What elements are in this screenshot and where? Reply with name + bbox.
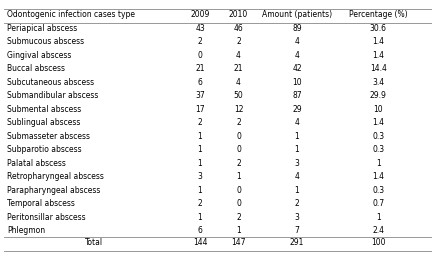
Text: Periapical abscess: Periapical abscess bbox=[7, 24, 77, 33]
Text: 4: 4 bbox=[295, 172, 300, 181]
Text: 21: 21 bbox=[195, 65, 205, 74]
Text: 1: 1 bbox=[198, 145, 202, 154]
Text: 1: 1 bbox=[236, 226, 241, 235]
Text: 4: 4 bbox=[295, 51, 300, 60]
Text: 1: 1 bbox=[376, 213, 381, 222]
Text: 4: 4 bbox=[295, 118, 300, 127]
Text: 2009: 2009 bbox=[191, 10, 210, 19]
Text: 21: 21 bbox=[234, 65, 243, 74]
Text: Amount (patients): Amount (patients) bbox=[262, 10, 332, 19]
Text: 291: 291 bbox=[290, 238, 304, 247]
Text: 10: 10 bbox=[373, 105, 383, 114]
Text: 4: 4 bbox=[236, 51, 241, 60]
Text: 1.4: 1.4 bbox=[372, 118, 384, 127]
Text: Sublingual abscess: Sublingual abscess bbox=[7, 118, 80, 127]
Text: 2: 2 bbox=[236, 159, 241, 168]
Text: 0.3: 0.3 bbox=[372, 186, 384, 195]
Text: Submasseter abscess: Submasseter abscess bbox=[7, 132, 90, 141]
Text: Submental abscess: Submental abscess bbox=[7, 105, 81, 114]
Text: 12: 12 bbox=[234, 105, 243, 114]
Text: 17: 17 bbox=[195, 105, 205, 114]
Text: 7: 7 bbox=[295, 226, 300, 235]
Text: 2: 2 bbox=[198, 118, 202, 127]
Text: 4: 4 bbox=[236, 78, 241, 87]
Text: 1: 1 bbox=[236, 172, 241, 181]
Text: 1: 1 bbox=[198, 213, 202, 222]
Text: 1.4: 1.4 bbox=[372, 38, 384, 47]
Text: 2: 2 bbox=[295, 199, 300, 208]
Text: Subcutaneous abscess: Subcutaneous abscess bbox=[7, 78, 94, 87]
Text: 100: 100 bbox=[371, 238, 385, 247]
Text: 3: 3 bbox=[295, 159, 300, 168]
Text: 147: 147 bbox=[231, 238, 246, 247]
Text: Temporal abscess: Temporal abscess bbox=[7, 199, 75, 208]
Text: 6: 6 bbox=[198, 78, 202, 87]
Text: 6: 6 bbox=[198, 226, 202, 235]
Text: 0: 0 bbox=[236, 145, 241, 154]
Text: 4: 4 bbox=[295, 38, 300, 47]
Text: 3: 3 bbox=[295, 213, 300, 222]
Text: Phlegmon: Phlegmon bbox=[7, 226, 45, 235]
Text: 50: 50 bbox=[234, 91, 243, 100]
Text: 1: 1 bbox=[198, 159, 202, 168]
Text: 1.4: 1.4 bbox=[372, 51, 384, 60]
Text: Percentage (%): Percentage (%) bbox=[349, 10, 408, 19]
Text: Gingival abscess: Gingival abscess bbox=[7, 51, 72, 60]
Text: Buccal abscess: Buccal abscess bbox=[7, 65, 65, 74]
Text: 1: 1 bbox=[198, 132, 202, 141]
Text: 43: 43 bbox=[195, 24, 205, 33]
Text: 1: 1 bbox=[376, 159, 381, 168]
Text: Peritonsillar abscess: Peritonsillar abscess bbox=[7, 213, 85, 222]
Text: 37: 37 bbox=[195, 91, 205, 100]
Text: 0: 0 bbox=[236, 186, 241, 195]
Text: 29.9: 29.9 bbox=[370, 91, 387, 100]
Text: 14.4: 14.4 bbox=[370, 65, 387, 74]
Text: 3: 3 bbox=[198, 172, 202, 181]
Text: Total: Total bbox=[85, 238, 103, 247]
Text: 42: 42 bbox=[292, 65, 302, 74]
Text: 10: 10 bbox=[292, 78, 302, 87]
Text: 1: 1 bbox=[295, 145, 300, 154]
Text: 2010: 2010 bbox=[229, 10, 248, 19]
Text: 2: 2 bbox=[198, 38, 202, 47]
Text: 2: 2 bbox=[236, 213, 241, 222]
Text: Submandibular abscess: Submandibular abscess bbox=[7, 91, 98, 100]
Text: 0.7: 0.7 bbox=[372, 199, 384, 208]
Text: 1: 1 bbox=[198, 186, 202, 195]
Text: 0.3: 0.3 bbox=[372, 145, 384, 154]
Text: 0: 0 bbox=[236, 199, 241, 208]
Text: Palatal abscess: Palatal abscess bbox=[7, 159, 66, 168]
Text: 1: 1 bbox=[295, 186, 300, 195]
Text: 0: 0 bbox=[198, 51, 202, 60]
Text: Odontogenic infection cases type: Odontogenic infection cases type bbox=[7, 10, 135, 19]
Text: Submucous abscess: Submucous abscess bbox=[7, 38, 84, 47]
Text: 3.4: 3.4 bbox=[372, 78, 384, 87]
Text: 89: 89 bbox=[292, 24, 302, 33]
Text: 46: 46 bbox=[234, 24, 243, 33]
Text: Retropharyngeal abscess: Retropharyngeal abscess bbox=[7, 172, 104, 181]
Text: 2: 2 bbox=[236, 118, 241, 127]
Text: 2: 2 bbox=[236, 38, 241, 47]
Text: 0: 0 bbox=[236, 132, 241, 141]
Text: 30.6: 30.6 bbox=[370, 24, 387, 33]
Text: 0.3: 0.3 bbox=[372, 132, 384, 141]
Text: 87: 87 bbox=[292, 91, 302, 100]
Text: 2: 2 bbox=[198, 199, 202, 208]
Text: Parapharyngeal abscess: Parapharyngeal abscess bbox=[7, 186, 100, 195]
Text: 1: 1 bbox=[295, 132, 300, 141]
Text: 144: 144 bbox=[193, 238, 207, 247]
Text: 29: 29 bbox=[292, 105, 302, 114]
Text: Subparotio abscess: Subparotio abscess bbox=[7, 145, 82, 154]
Text: 2.4: 2.4 bbox=[372, 226, 384, 235]
Text: 1.4: 1.4 bbox=[372, 172, 384, 181]
